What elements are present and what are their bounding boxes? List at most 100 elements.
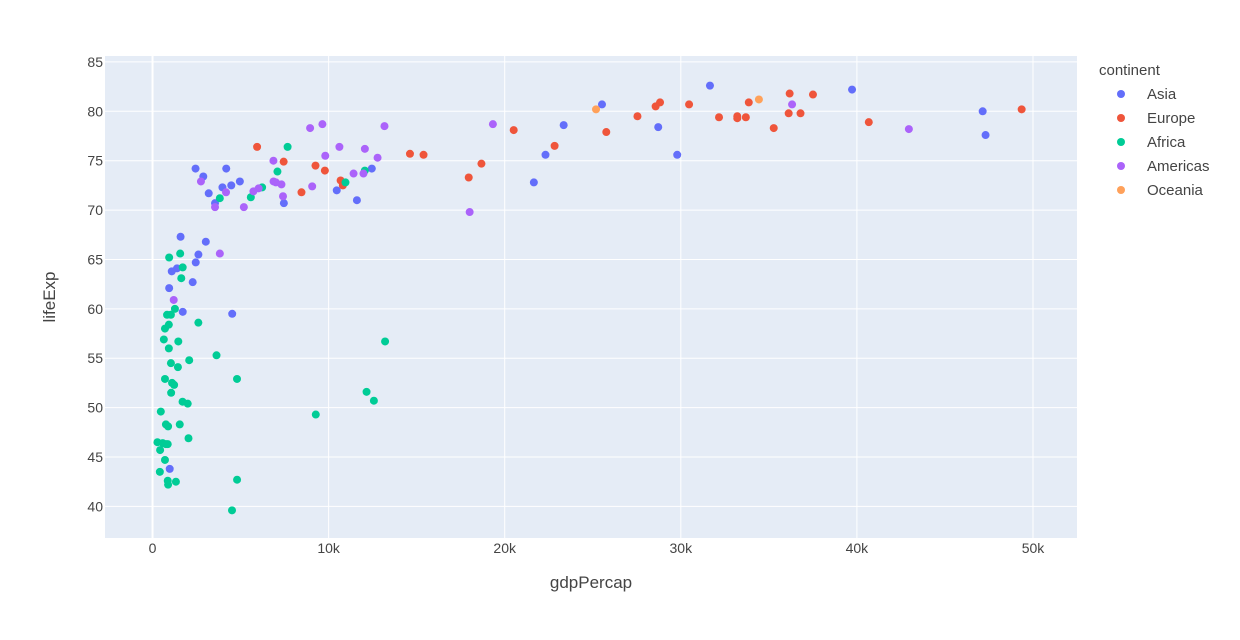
data-point-africa <box>160 324 169 333</box>
data-point-europe <box>769 124 778 133</box>
data-point-asia <box>204 189 213 198</box>
data-point-africa <box>156 407 165 416</box>
data-point-europe <box>785 89 794 98</box>
data-point-asia <box>597 100 606 109</box>
data-point-europe <box>741 113 750 122</box>
data-point-asia <box>352 196 361 205</box>
axis-ticks: 0 10k 20k 30k 40k 50k 40 45 50 55 60 65 70 75 80 85 <box>87 54 1045 556</box>
data-point-africa <box>175 420 184 429</box>
data-point-europe <box>550 141 559 150</box>
data-point-europe <box>464 173 473 182</box>
data-point-americas <box>169 295 178 304</box>
data-point-africa <box>233 475 242 484</box>
data-point-europe <box>651 102 660 111</box>
data-point-africa <box>165 253 174 262</box>
data-point-europe <box>864 118 873 127</box>
data-point-africa <box>170 304 179 313</box>
y-tick-label: 70 <box>87 202 103 218</box>
data-point-europe <box>297 188 306 197</box>
legend-marker-oceania <box>1117 186 1125 194</box>
y-tick-label: 60 <box>87 301 103 317</box>
data-point-europe <box>744 98 753 107</box>
data-point-africa <box>185 356 194 365</box>
data-point-americas <box>211 203 220 212</box>
legend: continent Asia Europe Africa Americas Oceani… <box>1099 62 1210 199</box>
data-point-americas <box>308 182 317 191</box>
data-point-asia <box>191 164 200 173</box>
y-axis-title: lifeExp <box>40 271 59 322</box>
data-point-africa <box>156 446 165 455</box>
data-point-asia <box>165 284 174 293</box>
data-point-africa <box>184 434 193 443</box>
data-point-europe <box>602 128 611 137</box>
data-point-americas <box>271 178 280 187</box>
data-point-africa <box>178 397 187 406</box>
data-point-africa <box>177 274 186 283</box>
data-point-europe <box>477 159 486 168</box>
legend-marker-europe <box>1117 114 1125 122</box>
data-point-asia <box>529 178 538 187</box>
data-point-africa <box>161 420 170 429</box>
data-point-asia <box>367 164 376 173</box>
data-point-americas <box>904 125 913 134</box>
legend-label-oceania: Oceania <box>1147 182 1204 199</box>
data-point-asia <box>981 131 990 140</box>
data-point-asia <box>235 177 244 186</box>
y-tick-label: 75 <box>87 153 103 169</box>
data-point-europe <box>1017 105 1026 114</box>
data-point-europe <box>253 142 262 151</box>
data-point-asia <box>654 123 663 132</box>
data-point-africa <box>170 380 179 389</box>
data-point-asia <box>673 150 682 159</box>
data-point-africa <box>153 438 162 447</box>
legend-label-americas: Americas <box>1147 158 1210 175</box>
y-tick-label: 80 <box>87 103 103 119</box>
data-point-africa <box>381 337 390 346</box>
y-tick-label: 50 <box>87 400 103 416</box>
data-point-africa <box>160 455 169 464</box>
data-point-asia <box>279 199 288 208</box>
data-point-americas <box>196 177 205 186</box>
data-point-africa <box>178 263 187 272</box>
y-tick-label: 55 <box>87 350 103 366</box>
legend-label-asia: Asia <box>1147 86 1177 103</box>
data-point-asia <box>559 121 568 130</box>
data-point-africa <box>369 396 378 405</box>
data-point-africa <box>155 467 164 476</box>
data-point-americas <box>321 151 330 160</box>
x-tick-label: 10k <box>317 540 341 556</box>
legend-marker-asia <box>1117 90 1125 98</box>
data-point-europe <box>633 112 642 121</box>
x-tick-label: 30k <box>670 540 694 556</box>
data-point-asia <box>194 250 203 259</box>
data-point-asia <box>978 107 987 116</box>
data-point-africa <box>166 359 175 368</box>
data-point-africa <box>159 335 168 344</box>
data-point-africa <box>273 167 282 176</box>
data-point-americas <box>239 203 248 212</box>
data-point-asia <box>201 237 210 246</box>
data-point-americas <box>269 156 278 165</box>
data-point-africa <box>194 318 203 327</box>
y-tick-label: 45 <box>87 449 103 465</box>
data-point-africa <box>215 194 224 203</box>
data-point-americas <box>488 120 497 129</box>
data-point-africa <box>311 410 320 419</box>
data-point-americas <box>788 100 797 109</box>
x-tick-label: 20k <box>493 540 517 556</box>
data-point-americas <box>373 153 382 162</box>
data-point-africa <box>160 374 169 383</box>
data-point-europe <box>715 113 724 122</box>
legend-marker-africa <box>1117 138 1125 146</box>
data-point-europe <box>405 149 414 158</box>
x-tick-label: 40k <box>846 540 870 556</box>
data-point-africa <box>173 363 182 372</box>
data-point-europe <box>784 109 793 118</box>
data-point-asia <box>848 85 857 94</box>
data-point-africa <box>228 506 237 515</box>
y-tick-label: 65 <box>87 251 103 267</box>
data-point-europe <box>685 100 694 109</box>
data-point-africa <box>233 374 242 383</box>
data-point-europe <box>320 166 329 175</box>
